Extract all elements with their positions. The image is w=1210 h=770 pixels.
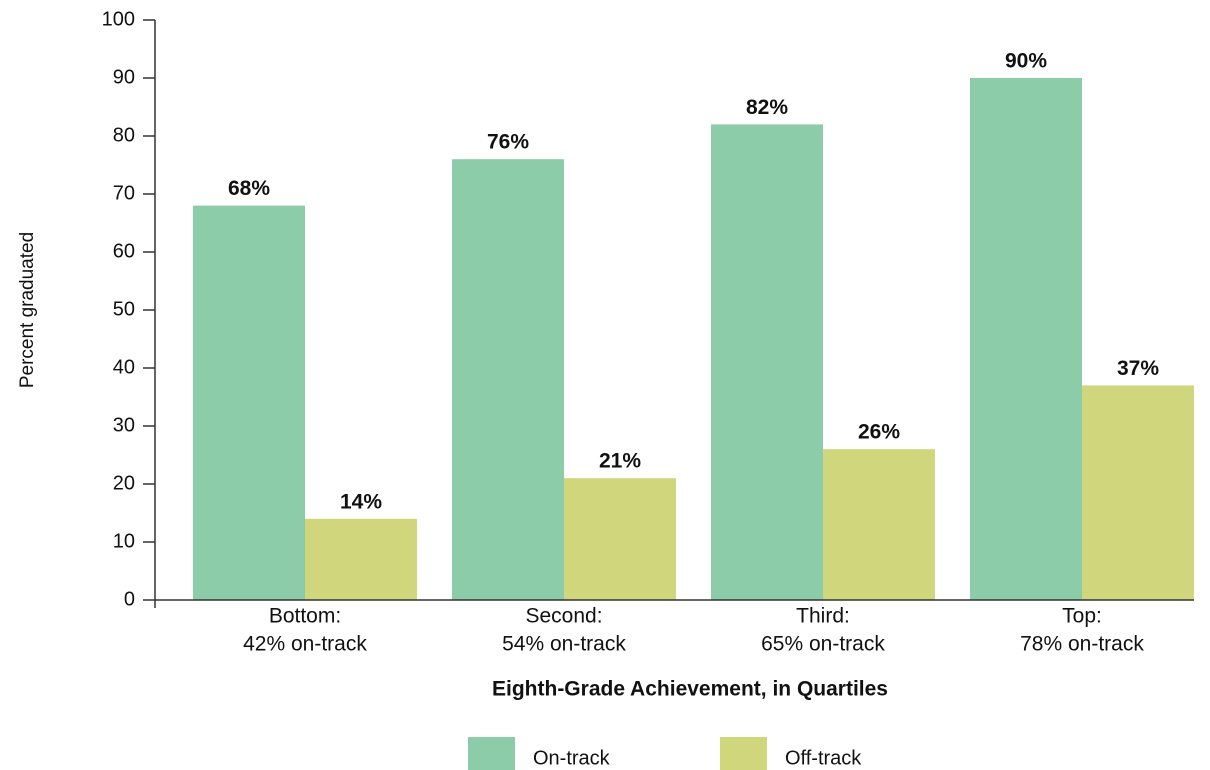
x-tick-label: Bottom:: [269, 605, 341, 628]
x-tick-label: 54% on-track: [502, 633, 626, 656]
x-tick-label: 42% on-track: [243, 633, 367, 656]
bar: [564, 478, 676, 600]
value-label: 76%: [487, 131, 529, 154]
x-axis-title: Eighth-Grade Achievement, in Quartiles: [492, 678, 888, 701]
value-label: 21%: [599, 450, 641, 473]
y-axis-title: Percent graduated: [17, 232, 38, 388]
value-label: 82%: [746, 96, 788, 119]
legend-swatch: [468, 737, 515, 770]
bar: [193, 205, 305, 600]
x-tick-label: Second:: [525, 605, 602, 628]
value-label: 68%: [228, 177, 270, 200]
y-tick-label: 30: [113, 414, 135, 436]
y-tick-label: 50: [113, 298, 135, 320]
value-label: 26%: [858, 421, 900, 444]
legend-label: Off-track: [785, 747, 862, 769]
bar: [970, 78, 1082, 600]
bar: [452, 159, 564, 600]
x-tick-label: Top:: [1062, 605, 1102, 628]
legend-label: On-track: [533, 747, 611, 769]
legend-swatch: [720, 737, 767, 770]
bar: [823, 449, 935, 600]
y-tick-label: 20: [113, 472, 135, 494]
y-tick-label: 90: [113, 66, 135, 88]
y-tick-label: 60: [113, 240, 135, 262]
x-tick-label: Third:: [796, 605, 850, 628]
bar: [711, 124, 823, 601]
y-tick-label: 100: [102, 8, 135, 30]
x-tick-label: 78% on-track: [1020, 633, 1144, 656]
y-tick-label: 40: [113, 356, 135, 378]
y-tick-label: 10: [113, 530, 135, 552]
x-tick-label: 65% on-track: [761, 633, 885, 656]
value-label: 37%: [1117, 357, 1159, 380]
bar: [305, 518, 417, 600]
y-tick-label: 0: [124, 588, 135, 610]
value-label: 90%: [1005, 50, 1047, 73]
bar: [1082, 385, 1194, 600]
y-tick-label: 70: [113, 182, 135, 204]
y-tick-label: 80: [113, 124, 135, 146]
value-label: 14%: [340, 490, 382, 513]
